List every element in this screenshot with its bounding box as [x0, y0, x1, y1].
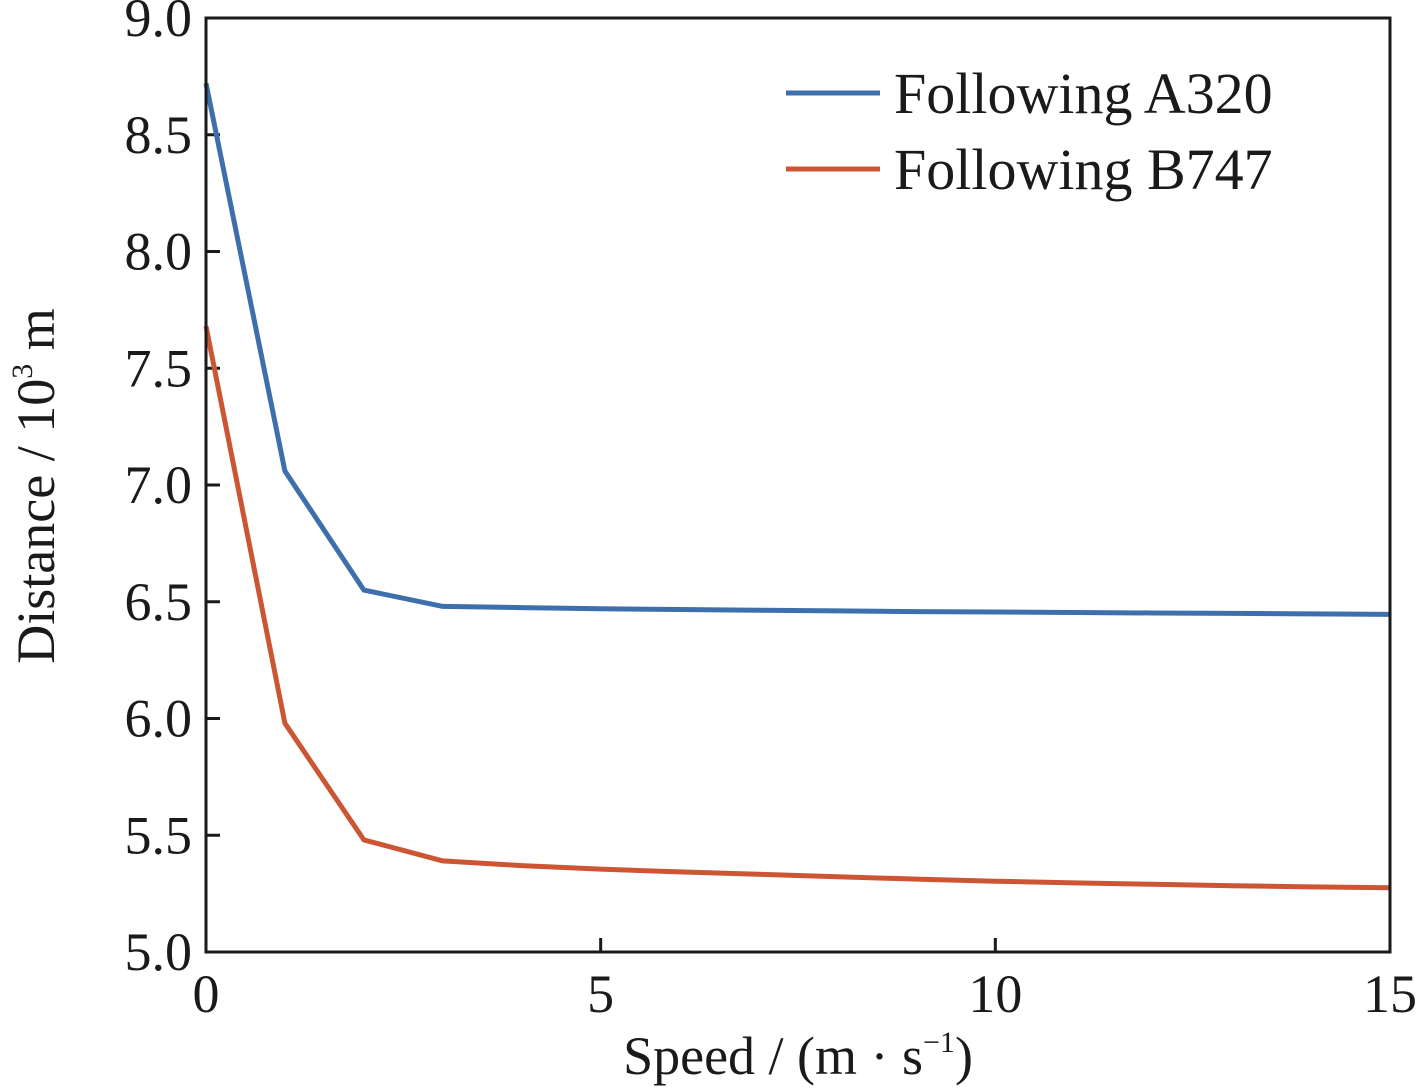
ticks-layer: 0 5 10 15 5.0 5.5 6.0 6.5 7.0 7.5 8.0 8.5 9.0	[125, 0, 1418, 1024]
series-line-2	[203, 325, 1391, 891]
y-axis-title: Distance / 103 m	[6, 308, 66, 663]
x-axis-title: Speed / (m · s−1)	[623, 1026, 973, 1086]
y-tick-label: 9.0	[125, 0, 193, 48]
series-line-1	[203, 82, 1391, 617]
y-tick-label: 8.5	[125, 105, 193, 165]
y-tick-label: 6.5	[125, 572, 193, 632]
legend-label: Following B747	[894, 137, 1273, 202]
y-tick-label: 5.0	[125, 922, 193, 982]
plot-frame	[204, 16, 1392, 954]
x-tick-label: 10	[968, 964, 1022, 1024]
y-tick-label: 5.5	[125, 805, 193, 865]
x-tick-label: 15	[1363, 964, 1417, 1024]
legend: Following A320 Following B747	[786, 61, 1273, 202]
x-tick-label: 0	[193, 964, 220, 1024]
y-tick-label: 8.0	[125, 222, 193, 282]
y-tick-label: 7.5	[125, 338, 193, 398]
y-tick-label: 7.0	[125, 455, 193, 515]
x-tick-label: 5	[587, 964, 614, 1024]
series-layer	[203, 82, 1391, 891]
y-tick-label: 6.0	[125, 689, 193, 749]
legend-label: Following A320	[894, 61, 1273, 126]
